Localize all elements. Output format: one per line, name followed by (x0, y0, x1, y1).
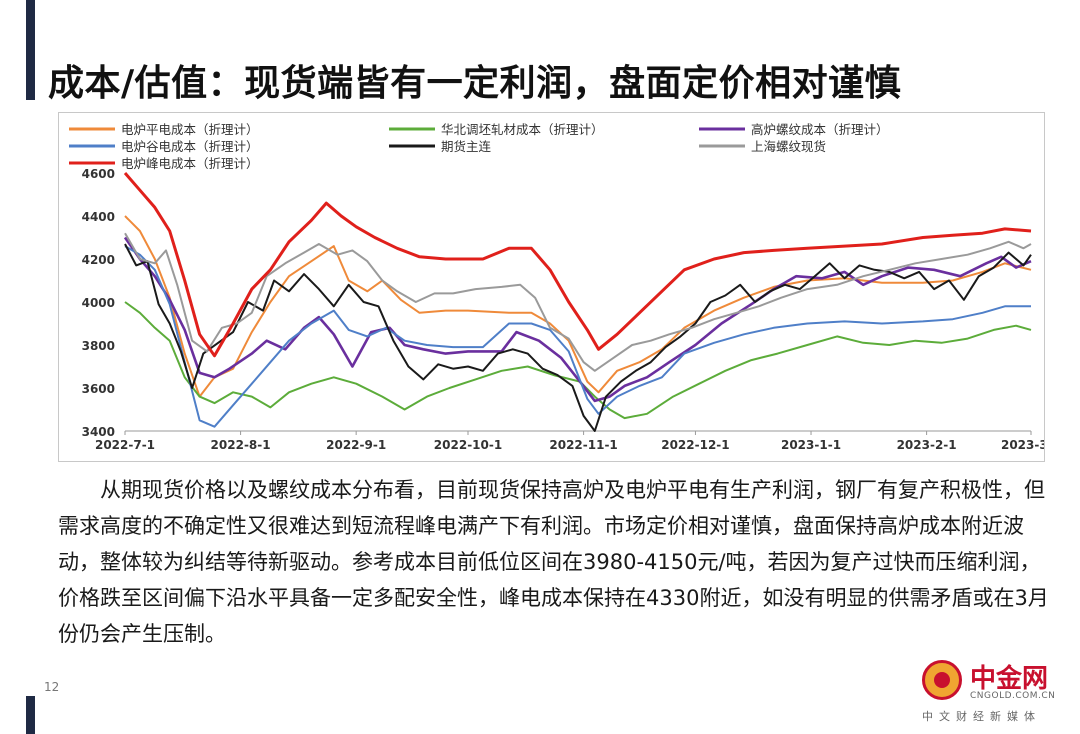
series-line (124, 243, 1032, 432)
y-tick-label: 3400 (82, 425, 115, 439)
accent-bar-bottom (26, 696, 35, 734)
watermark: 中金网 CNGOLD.COM.CN 中文财经新媒体 (900, 656, 1075, 730)
x-tick-label: 2023-1-1 (781, 438, 841, 452)
x-tick-label: 2023-2-1 (897, 438, 957, 452)
slide-title: 成本/估值：现货端皆有一定利润，盘面定价相对谨慎 (48, 63, 902, 104)
watermark-slogan: 中文财经新媒体 (922, 710, 1041, 723)
legend-entry: 电炉谷电成本（折理计） (121, 139, 259, 154)
legend-entry: 期货主连 (441, 139, 492, 154)
body-paragraph: 从期现货价格以及螺纹成本分布看，目前现货保持高炉及电炉平电有生产利润，钢厂有复产… (58, 478, 1049, 646)
line-chart: 3400 3600 3800 4000 4200 4400 4600 2022-7-1 2022… (69, 122, 1044, 452)
watermark-name: 中金网 (970, 664, 1049, 694)
y-tick-label: 4400 (82, 210, 115, 224)
series-line (123, 236, 1032, 403)
body-text: 从期现货价格以及螺纹成本分布看，目前现货保持高炉及电炉平电有生产利润，钢厂有复产… (58, 472, 1058, 652)
y-tick-label: 4200 (82, 253, 115, 267)
chart-frame: 3400 3600 3800 4000 4200 4400 4600 2022-7-1 2022… (58, 112, 1045, 462)
legend-entry: 电炉平电成本（折理计） (121, 122, 259, 137)
series-line (123, 172, 1032, 358)
watermark-logo-icon (922, 660, 962, 700)
legend-entry: 上海螺纹现货 (751, 139, 826, 154)
legend-entry: 华北调坯轧材成本（折理计） (441, 122, 604, 137)
watermark-url: CNGOLD.COM.CN (970, 691, 1056, 701)
series-line (124, 232, 1032, 372)
x-tick-label: 2022-8-1 (211, 438, 271, 452)
y-tick-label: 3800 (82, 339, 115, 353)
x-tick-label: 2023-3-1 (1001, 438, 1044, 452)
y-tick-label: 4000 (82, 296, 115, 310)
legend-entry: 电炉峰电成本（折理计） (121, 156, 259, 171)
x-tick-label: 2022-9-1 (326, 438, 386, 452)
series-line (124, 301, 1032, 420)
series-line (124, 245, 1031, 428)
x-tick-label: 2022-7-1 (95, 438, 155, 452)
x-tick-label: 2022-12-1 (661, 438, 729, 452)
page-number: 12 (44, 680, 60, 694)
x-tick-label: 2022-11-1 (549, 438, 617, 452)
y-tick-label: 4600 (82, 167, 115, 181)
accent-bar-top (26, 0, 35, 100)
legend-entry: 高炉螺纹成本（折理计） (751, 122, 889, 137)
y-tick-label: 3600 (82, 382, 115, 396)
x-tick-label: 2022-10-1 (434, 438, 502, 452)
